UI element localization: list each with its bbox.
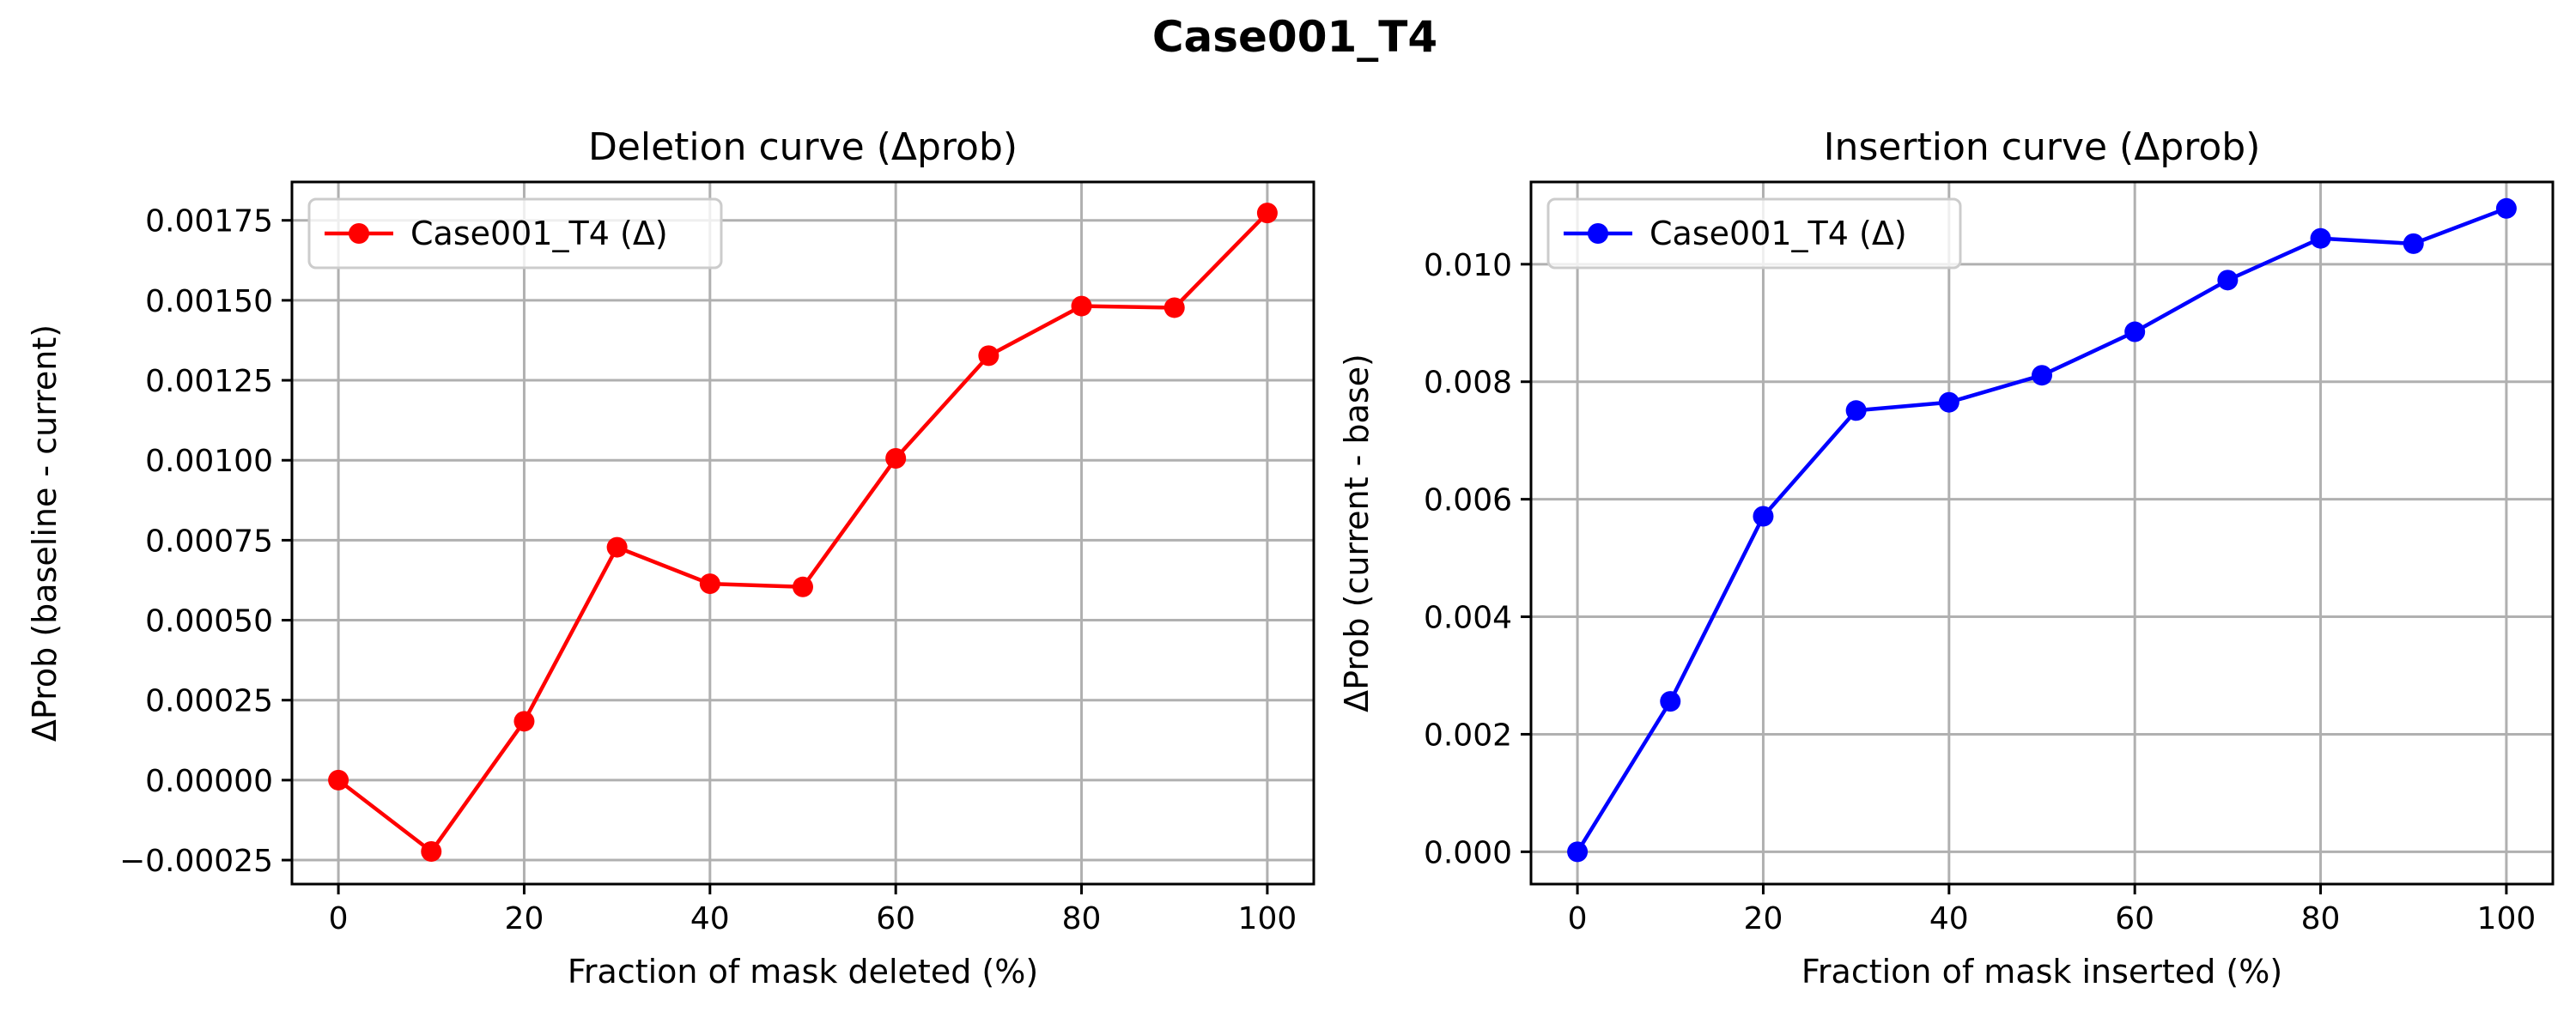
insertion-series-line — [1576, 206, 2507, 853]
figure-title: Case001_T4 — [1152, 12, 1437, 62]
insertion-y-axis-label: ΔProb (current - base) — [1338, 354, 1376, 712]
deletion-y-axis-label: ΔProb (baseline - current) — [26, 324, 64, 742]
insertion-data-point — [2032, 365, 2052, 386]
insertion-data-point — [1845, 400, 1867, 421]
insertion-data-point — [1660, 691, 1681, 712]
deletion-legend: Case001_T4 (Δ) — [307, 197, 723, 270]
insertion-ytick-label: 0.000 — [1424, 835, 1512, 870]
insertion-chart: 0 20 40 60 80 100 0.000 0.002 0.004 0.006 0.008 0.0… — [1338, 125, 2555, 991]
deletion-ytick-label: 0.00025 — [145, 684, 273, 719]
deletion-legend-marker — [349, 223, 369, 244]
insertion-x-axis-label: Fraction of mask inserted (%) — [1801, 953, 2282, 991]
deletion-ytick-label: 0.00000 — [145, 764, 273, 799]
insertion-xtick-label: 40 — [1929, 901, 1969, 936]
deletion-ytick-label: 0.00075 — [145, 524, 273, 559]
insertion-data-point — [2217, 270, 2239, 291]
deletion-data-point — [1163, 297, 1185, 318]
insertion-ytick-label: 0.006 — [1424, 483, 1512, 518]
deletion-data-point — [885, 447, 907, 469]
insertion-xtick-label: 0 — [1568, 901, 1588, 936]
insertion-data-point — [1938, 391, 1959, 413]
deletion-legend-label: Case001_T4 (Δ) — [410, 215, 668, 252]
insertion-data-point — [1753, 506, 1774, 527]
insertion-legend-box — [1546, 197, 1962, 270]
insertion-xtick-label: 80 — [2301, 901, 2341, 936]
deletion-x-axis-label: Fraction of mask deleted (%) — [568, 953, 1038, 991]
deletion-xtick-label: 0 — [329, 901, 349, 936]
insertion-legend-label: Case001_T4 (Δ) — [1649, 215, 1907, 252]
deletion-series-line — [337, 211, 1269, 854]
insertion-ytick-label: 0.008 — [1424, 366, 1512, 401]
deletion-xtick-label: 80 — [1062, 901, 1102, 936]
deletion-data-point — [513, 711, 535, 732]
insertion-ytick-label: 0.004 — [1424, 601, 1512, 636]
insertion-legend: Case001_T4 (Δ) — [1546, 197, 1962, 270]
insertion-plot-frame — [1529, 180, 2555, 886]
deletion-data-point — [699, 573, 720, 595]
insertion-xtick-label: 20 — [1744, 901, 1783, 936]
deletion-chart-title: Deletion curve (Δprob) — [588, 125, 1018, 169]
deletion-legend-box — [307, 197, 723, 270]
deletion-data-point — [793, 576, 813, 597]
deletion-data-point — [1071, 295, 1092, 317]
insertion-data-point — [2310, 227, 2331, 249]
insertion-legend-marker — [1588, 223, 1608, 244]
deletion-data-point — [421, 840, 442, 862]
deletion-xtick-label: 100 — [1238, 901, 1297, 936]
insertion-xtick-label: 60 — [2115, 901, 2154, 936]
insertion-data-point — [2403, 233, 2424, 254]
insertion-ytick-label: 0.002 — [1424, 718, 1512, 753]
deletion-data-point — [1256, 203, 1278, 224]
insertion-data-point — [2124, 321, 2146, 342]
deletion-ytick-label: 0.00100 — [145, 444, 273, 479]
deletion-ytick-label: −0.00025 — [119, 844, 273, 879]
deletion-ytick-label: 0.00050 — [145, 604, 273, 639]
deletion-ytick-label: 0.00150 — [145, 284, 273, 319]
deletion-data-point — [606, 536, 628, 558]
insertion-ytick-label: 0.010 — [1424, 248, 1512, 283]
deletion-xtick-label: 20 — [505, 901, 544, 936]
insertion-xtick-label: 100 — [2477, 901, 2537, 936]
deletion-ytick-label: 0.00175 — [145, 204, 273, 239]
deletion-xtick-label: 40 — [690, 901, 730, 936]
insertion-data-point — [2495, 197, 2517, 219]
deletion-data-point — [978, 345, 999, 367]
deletion-data-point — [328, 769, 349, 791]
deletion-xtick-label: 60 — [876, 901, 915, 936]
insertion-chart-title: Insertion curve (Δprob) — [1824, 125, 2261, 169]
deletion-chart: 0 20 40 60 80 100 −0.00025 0.00000 0.00025 0.0005… — [26, 125, 1315, 991]
insertion-data-point — [1567, 841, 1589, 863]
deletion-ytick-label: 0.00125 — [145, 364, 273, 399]
deletion-plot-frame — [290, 180, 1315, 886]
